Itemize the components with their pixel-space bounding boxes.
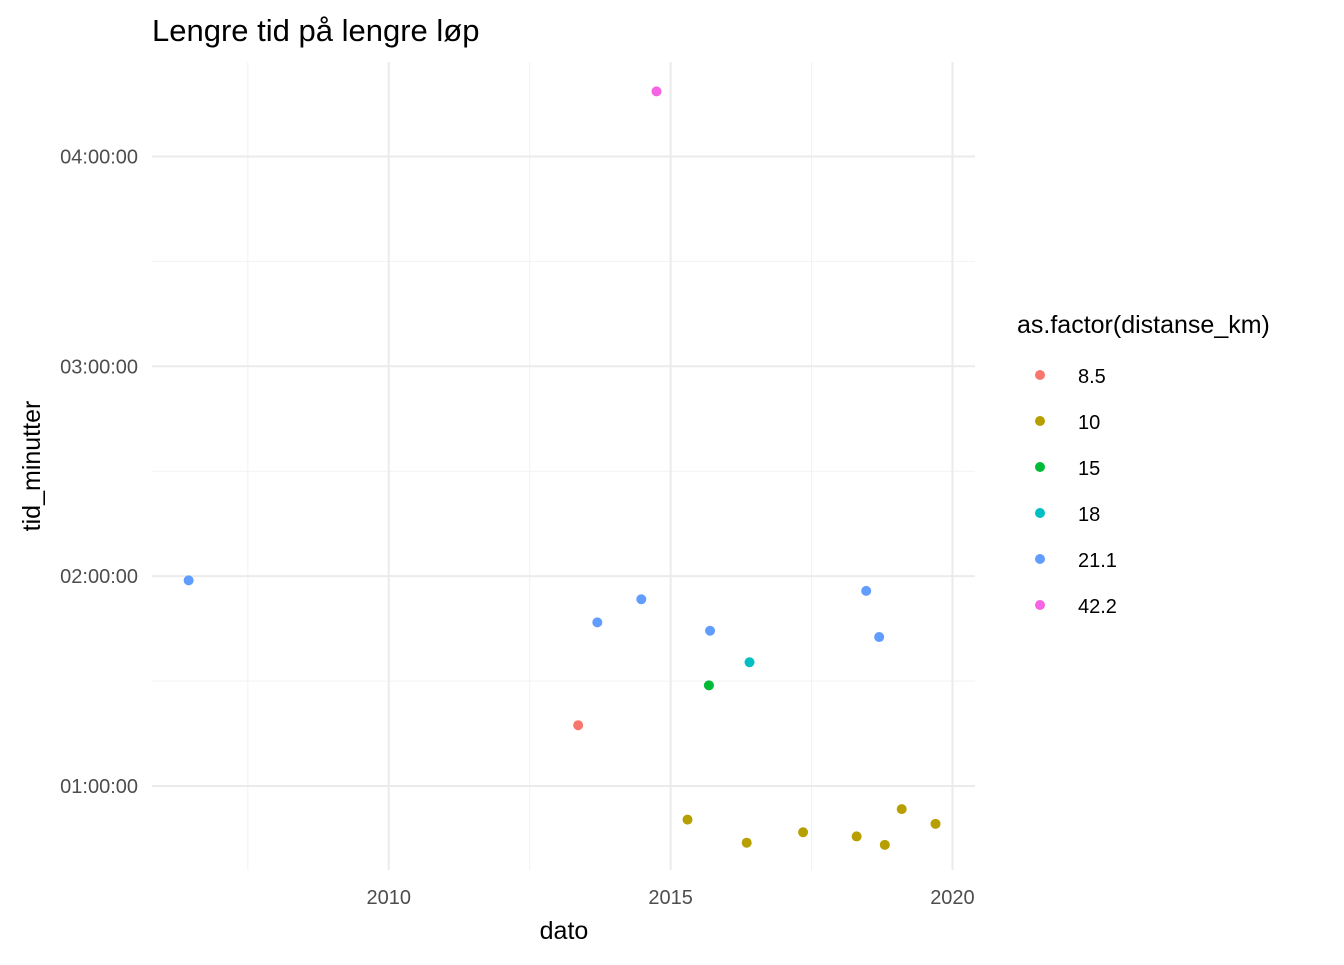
data-point: [744, 657, 755, 668]
data-point: [651, 86, 662, 97]
data-point: [930, 818, 941, 829]
data-point: [705, 625, 716, 636]
legend-label: 42.2: [1078, 596, 1117, 618]
legend-key: [1035, 462, 1045, 472]
legend-title: as.factor(distanse_km): [1017, 311, 1270, 339]
x-tick-label: 2010: [367, 887, 412, 909]
data-point: [573, 720, 584, 731]
x-tick-label: 2015: [648, 887, 693, 909]
x-axis-title: dato: [540, 917, 589, 945]
data-points: [183, 86, 941, 850]
legend-items: 8.5 10 15 18 21.1 42.2: [1035, 366, 1117, 618]
legend-label: 10: [1078, 412, 1100, 434]
data-point: [798, 827, 809, 838]
data-point: [874, 632, 885, 643]
data-point: [703, 680, 714, 691]
data-point: [682, 814, 693, 825]
y-tick-label: 02:00:00: [60, 566, 138, 588]
legend-key: [1035, 508, 1045, 518]
data-point: [636, 594, 647, 605]
y-axis-tick-labels: 01:00:00 02:00:00 03:00:00 04:00:00: [60, 146, 138, 798]
legend-label: 18: [1078, 504, 1100, 526]
x-axis-tick-labels: 2010 2015 2020: [367, 887, 975, 909]
data-point: [183, 575, 194, 586]
legend-key: [1035, 370, 1045, 380]
legend-key: [1035, 554, 1045, 564]
legend-label: 15: [1078, 458, 1100, 480]
data-point: [592, 617, 603, 628]
y-tick-label: 03:00:00: [60, 356, 138, 378]
data-point: [879, 839, 890, 850]
legend-key: [1035, 416, 1045, 426]
data-point: [896, 804, 907, 815]
data-point: [861, 585, 872, 596]
y-tick-label: 01:00:00: [60, 776, 138, 798]
major-gridlines: [152, 62, 975, 870]
data-point: [851, 831, 862, 842]
legend-label: 8.5: [1078, 366, 1106, 388]
legend: as.factor(distanse_km) 8.5 10 15 18 21.1 42.2: [1017, 311, 1270, 618]
data-point: [741, 837, 752, 848]
x-tick-label: 2020: [930, 887, 975, 909]
minor-gridlines: [152, 62, 975, 870]
chart-title: Lengre tid på lengre løp: [152, 13, 479, 48]
legend-key: [1035, 600, 1045, 610]
legend-label: 21.1: [1078, 550, 1117, 572]
y-axis-title: tid_minutter: [18, 401, 46, 532]
y-tick-label: 04:00:00: [60, 146, 138, 168]
